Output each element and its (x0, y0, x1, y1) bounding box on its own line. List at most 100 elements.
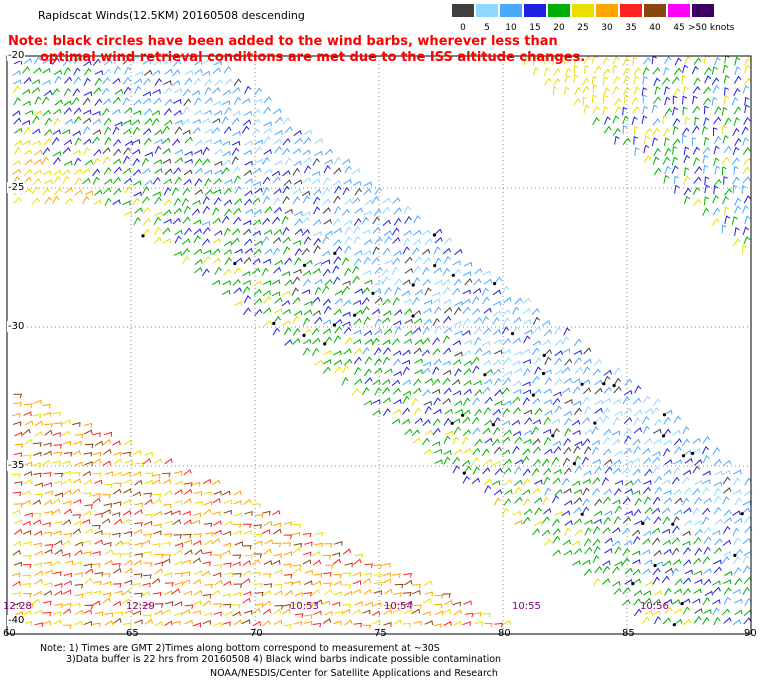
wind-barb (591, 426, 599, 435)
wind-barb (122, 598, 131, 605)
wind-barb (742, 500, 752, 506)
wind-barb (141, 590, 151, 597)
wind-barb (734, 66, 741, 75)
wind-barb (583, 56, 592, 65)
wind-barb (632, 478, 641, 486)
wind-barb (561, 348, 571, 354)
wind-barb (113, 187, 122, 196)
wind-barb (332, 179, 341, 187)
wind-barb (134, 462, 144, 467)
wind-barb (233, 266, 242, 275)
wind-barb (252, 572, 261, 577)
wind-barb (453, 278, 462, 287)
wind-barb (323, 350, 332, 356)
wind-barb (331, 601, 341, 607)
wind-barb (72, 472, 81, 477)
wind-barb (284, 589, 294, 597)
wind-barb (373, 347, 382, 356)
wind-barb (271, 279, 281, 285)
wind-barb (594, 387, 603, 395)
wind-barb (661, 575, 670, 584)
wind-barb (333, 308, 342, 316)
wind-barb (54, 99, 63, 106)
wind-barb (342, 186, 350, 196)
wind-barb (421, 367, 431, 375)
wind-barb (663, 416, 671, 425)
contamination-dot (272, 321, 276, 326)
wind-barbs (11, 55, 753, 630)
wind-barb (43, 411, 52, 417)
wind-barb (112, 563, 121, 568)
wind-barb (222, 280, 231, 286)
wind-barb (552, 535, 561, 544)
wind-barb (242, 578, 251, 585)
wind-barb (53, 69, 63, 76)
wind-barb (242, 286, 251, 294)
wind-barb (673, 175, 679, 185)
wind-barb (632, 397, 642, 405)
time-label: 10:54 (384, 601, 413, 612)
wind-barb (314, 150, 323, 157)
wind-barb (62, 146, 71, 154)
wind-barb (64, 118, 74, 125)
wind-barb (43, 590, 53, 596)
wind-barb (272, 247, 281, 256)
wind-barb (562, 457, 571, 466)
wind-barb (542, 516, 550, 524)
wind-barb (493, 377, 502, 386)
wind-barb (73, 107, 82, 115)
wind-barb (33, 472, 42, 478)
wind-barb (283, 624, 292, 629)
wind-barb (202, 593, 212, 599)
wind-barb (212, 87, 221, 94)
wind-barb (273, 138, 282, 145)
wind-barb (94, 539, 103, 545)
contamination-dot (661, 434, 666, 438)
time-label: 10:56 (640, 601, 669, 612)
wind-barb (194, 501, 203, 506)
wind-barb (403, 572, 412, 578)
wind-barb (392, 409, 401, 415)
wind-barb (514, 479, 523, 486)
wind-barb (42, 459, 51, 466)
wind-barb (122, 589, 131, 596)
wind-barb (523, 438, 532, 444)
contamination-dot (641, 521, 645, 525)
wind-barb (353, 257, 362, 266)
wind-barb (444, 237, 453, 245)
wind-barb (454, 351, 463, 357)
wind-barb (622, 587, 631, 595)
wind-barb (263, 136, 272, 144)
wind-barb (403, 205, 411, 214)
wind-barb (652, 496, 661, 505)
wind-barb (442, 247, 451, 255)
wind-barb (713, 481, 722, 487)
wind-barb (251, 267, 261, 275)
contamination-dot (681, 454, 686, 458)
wind-barb (284, 581, 293, 587)
wind-barb (453, 307, 462, 315)
wind-barb (283, 179, 292, 187)
wind-barb (84, 577, 93, 584)
wind-barb (613, 98, 622, 106)
wind-barb (263, 583, 273, 588)
wind-barb (121, 518, 131, 525)
wind-barb (292, 547, 301, 554)
wind-barb (324, 278, 333, 286)
wind-barb (22, 500, 31, 505)
scale-swatch (476, 4, 498, 17)
wind-barb (722, 469, 731, 476)
wind-barb (702, 479, 711, 485)
wind-barb (143, 614, 152, 619)
wind-barb (211, 589, 221, 596)
wind-barb (683, 146, 690, 156)
wind-barb (122, 499, 131, 505)
wind-barb (224, 611, 233, 616)
wind-barb (493, 339, 502, 345)
wind-barb (364, 356, 373, 365)
wind-barb (454, 368, 462, 377)
wind-barb (304, 602, 313, 608)
wind-barb (213, 564, 223, 569)
wind-barb (624, 510, 633, 516)
wind-barb (394, 286, 402, 296)
